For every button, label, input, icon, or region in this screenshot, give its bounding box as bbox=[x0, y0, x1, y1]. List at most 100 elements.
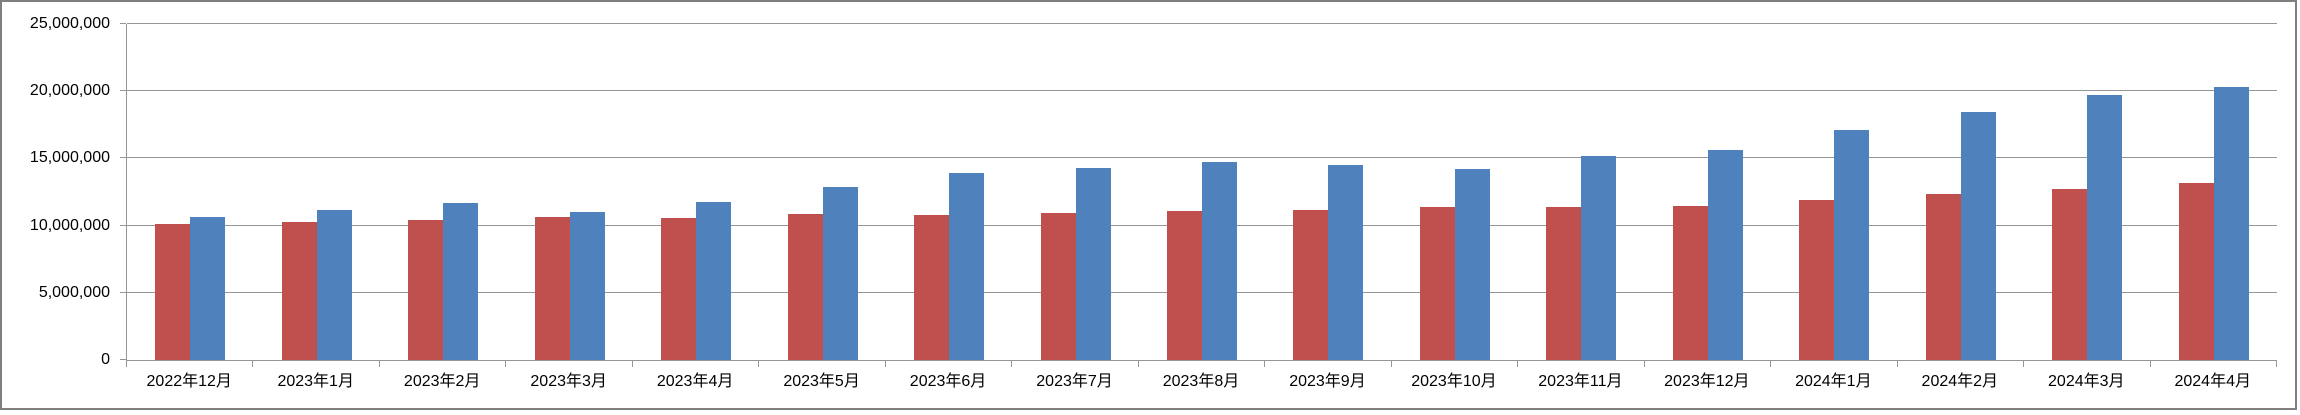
x-tick-label: 2023年10月 bbox=[1411, 373, 1497, 390]
x-tick-label: 2023年2月 bbox=[403, 373, 481, 390]
bar-blue-series[interactable] bbox=[316, 210, 352, 360]
bar-blue-series[interactable] bbox=[1707, 149, 1743, 360]
bar-red-series[interactable] bbox=[1166, 210, 1202, 360]
bar-red-series[interactable] bbox=[914, 214, 950, 360]
bar-blue-series[interactable] bbox=[1834, 130, 1870, 360]
bar-red-series[interactable] bbox=[1293, 210, 1329, 360]
bar-red-series[interactable] bbox=[1040, 212, 1076, 360]
bar-blue-series[interactable] bbox=[1454, 169, 1490, 360]
x-tick-mark bbox=[505, 360, 507, 367]
y-tick-label: 25,000,000 bbox=[29, 15, 110, 32]
bar-red-series[interactable] bbox=[787, 213, 823, 360]
y-tick-mark bbox=[120, 157, 126, 159]
x-tick-label: 2023年5月 bbox=[783, 373, 860, 390]
bar-red-series[interactable] bbox=[1546, 206, 1582, 360]
bar-group bbox=[1771, 24, 1897, 360]
y-tick-label: 0 bbox=[101, 351, 110, 368]
y-tick-mark bbox=[120, 23, 126, 24]
bar-group bbox=[1139, 24, 1265, 360]
y-grid-line bbox=[127, 23, 2277, 24]
bar-group bbox=[1392, 24, 1518, 360]
x-tick-label: 2024年3月 bbox=[2048, 373, 2125, 390]
bar-red-series[interactable] bbox=[281, 221, 317, 360]
x-tick-label: 2023年7月 bbox=[1036, 373, 1113, 390]
bar-group bbox=[1518, 24, 1644, 360]
bar-group bbox=[127, 24, 253, 360]
bar-red-series[interactable] bbox=[2178, 182, 2214, 360]
x-tick-mark bbox=[1643, 360, 1645, 367]
bar-group bbox=[2151, 24, 2277, 360]
x-tick-mark bbox=[1896, 360, 1898, 367]
x-tick-label: 2024年1月 bbox=[1795, 373, 1872, 390]
bar-red-series[interactable] bbox=[1799, 200, 1835, 360]
bar-group bbox=[380, 24, 506, 360]
bar-blue-series[interactable] bbox=[2087, 95, 2123, 360]
bar-red-series[interactable] bbox=[2052, 188, 2088, 360]
bar-group bbox=[506, 24, 632, 360]
x-tick-label: 2023年9月 bbox=[1289, 373, 1366, 390]
x-tick-label: 2024年4月 bbox=[2174, 373, 2251, 390]
bar-red-series[interactable] bbox=[408, 219, 444, 360]
bar-red-series[interactable] bbox=[155, 224, 191, 360]
x-tick-mark bbox=[378, 360, 380, 367]
bar-group bbox=[1645, 24, 1771, 360]
bar-red-series[interactable] bbox=[1925, 194, 1961, 360]
bar-blue-series[interactable] bbox=[822, 187, 858, 360]
x-tick-mark bbox=[884, 360, 886, 367]
bar-blue-series[interactable] bbox=[1075, 167, 1111, 360]
bar-group bbox=[633, 24, 759, 360]
bar-blue-series[interactable] bbox=[190, 216, 226, 360]
bar-red-series[interactable] bbox=[661, 218, 697, 360]
bar-blue-series[interactable] bbox=[1201, 161, 1237, 360]
x-tick-mark bbox=[1137, 360, 1139, 367]
bar-red-series[interactable] bbox=[1419, 207, 1455, 360]
x-tick-mark bbox=[252, 360, 254, 367]
y-tick-label: 20,000,000 bbox=[29, 82, 110, 100]
y-tick-label: 5,000,000 bbox=[38, 283, 110, 301]
x-tick-label: 2023年3月 bbox=[530, 373, 607, 390]
y-axis-labels: 0 5,000,000 10,000,000 15,000,000 20,000,000… bbox=[2, 16, 110, 368]
y-tick-mark bbox=[120, 291, 126, 293]
y-axis-tick-marks bbox=[120, 23, 126, 360]
x-tick-mark bbox=[2149, 360, 2151, 367]
bar-blue-series[interactable] bbox=[2213, 86, 2249, 360]
y-tick-label: 15,000,000 bbox=[29, 149, 110, 167]
x-tick-mark bbox=[1264, 360, 1266, 367]
x-tick-mark bbox=[126, 360, 127, 367]
x-tick-label: 2023年6月 bbox=[909, 373, 987, 390]
bar-blue-series[interactable] bbox=[696, 202, 732, 360]
bar-blue-series[interactable] bbox=[443, 202, 479, 360]
bar-group bbox=[1265, 24, 1391, 360]
x-axis-tick-marks bbox=[126, 360, 2277, 367]
bar-groups bbox=[127, 24, 2277, 360]
x-tick-label: 2023年4月 bbox=[656, 373, 734, 390]
x-tick-mark bbox=[2276, 360, 2277, 367]
y-grid-line bbox=[127, 157, 2277, 159]
bar-group bbox=[886, 24, 1012, 360]
plot-area[interactable] bbox=[126, 23, 2277, 361]
bar-red-series[interactable] bbox=[1672, 206, 1708, 360]
bar-group bbox=[253, 24, 379, 360]
y-tick-mark bbox=[120, 90, 126, 92]
bar-blue-series[interactable] bbox=[1328, 165, 1364, 360]
x-tick-mark bbox=[1770, 360, 1772, 367]
x-tick-label: 2024年2月 bbox=[1921, 373, 1999, 390]
x-tick-mark bbox=[758, 360, 760, 367]
bar-blue-series[interactable] bbox=[949, 172, 985, 360]
bar-blue-series[interactable] bbox=[569, 211, 605, 360]
x-tick-mark bbox=[2023, 360, 2025, 367]
x-tick-label: 2023年1月 bbox=[277, 373, 354, 390]
bar-group bbox=[1012, 24, 1138, 360]
x-tick-label: 2023年8月 bbox=[1162, 373, 1240, 390]
bar-blue-series[interactable] bbox=[1960, 112, 1996, 360]
bar-blue-series[interactable] bbox=[1581, 155, 1617, 360]
y-tick-mark bbox=[120, 359, 126, 360]
x-tick-mark bbox=[631, 360, 633, 367]
x-tick-mark bbox=[1011, 360, 1013, 367]
x-tick-mark bbox=[1517, 360, 1519, 367]
x-tick-label: 2023年11月 bbox=[1538, 373, 1623, 390]
bar-red-series[interactable] bbox=[534, 216, 570, 360]
bar-group bbox=[1898, 24, 2024, 360]
x-tick-label: 2023年12月 bbox=[1664, 373, 1750, 390]
